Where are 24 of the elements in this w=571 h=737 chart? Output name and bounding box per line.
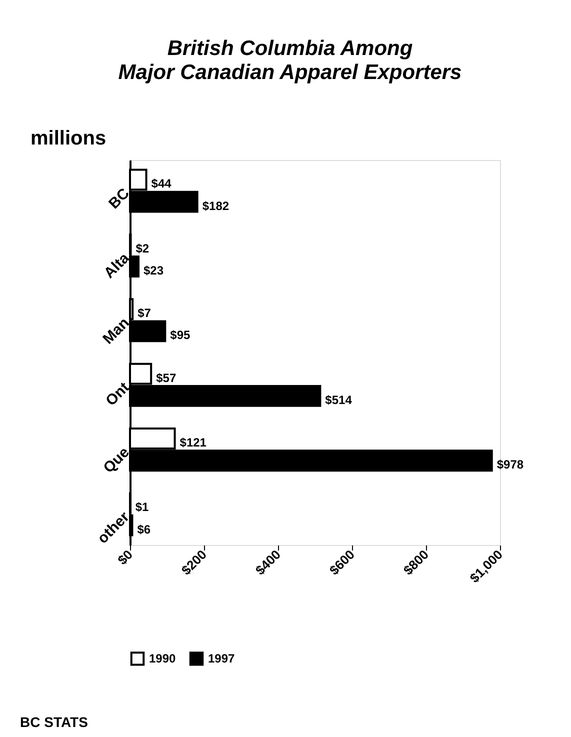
legend-label: 1990	[149, 652, 176, 666]
data-label: $2	[136, 241, 150, 256]
legend-label: 1997	[208, 652, 236, 666]
y-tick-label: BC	[106, 184, 133, 212]
text: BC STATS	[20, 714, 88, 730]
data-label: $978	[496, 458, 524, 472]
data-label: $1	[135, 500, 150, 514]
data-label: $95	[170, 328, 190, 342]
data-label: $6	[137, 522, 151, 536]
y-tick-label: Man	[100, 314, 133, 348]
data-label: $121	[180, 435, 207, 450]
y-tick-label: Alta	[100, 249, 134, 282]
y-axis-title: millions	[30, 128, 106, 150]
y-tick-label: Que	[100, 444, 133, 477]
data-label: $23	[144, 264, 164, 278]
data-label: $7	[138, 306, 152, 320]
text: British Columbia Among	[167, 37, 413, 60]
data-label: $514	[325, 392, 352, 407]
text: Major Canadian Apparel Exporters	[118, 61, 462, 84]
data-label: $57	[156, 370, 176, 385]
data-label: $182	[202, 198, 230, 213]
data-label: $44	[151, 176, 172, 191]
y-tick-label: Ont	[102, 379, 133, 410]
x-tick-label: $0	[114, 546, 136, 568]
